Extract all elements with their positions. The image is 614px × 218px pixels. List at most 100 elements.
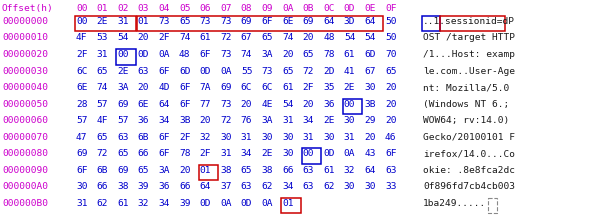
Text: 66: 66 — [179, 182, 190, 191]
Text: 54: 54 — [117, 34, 129, 43]
Text: 2E: 2E — [262, 149, 273, 158]
Text: 00000090: 00000090 — [2, 165, 48, 174]
Text: 00000020: 00000020 — [2, 50, 48, 59]
Text: 20: 20 — [200, 116, 211, 125]
Text: 65: 65 — [117, 149, 129, 158]
Text: 73: 73 — [200, 17, 211, 26]
Text: 41: 41 — [344, 66, 356, 75]
Bar — [116, 49, 136, 65]
Text: 30: 30 — [364, 182, 376, 191]
Text: 30: 30 — [76, 182, 88, 191]
Text: 08: 08 — [241, 4, 252, 13]
Text: 0A: 0A — [220, 199, 231, 208]
Text: 73: 73 — [220, 17, 231, 26]
Text: 6B: 6B — [96, 165, 108, 174]
Text: okie: .8e8fca2dc: okie: .8e8fca2dc — [423, 165, 515, 174]
Text: 61: 61 — [117, 199, 129, 208]
Text: 34: 34 — [158, 116, 170, 125]
Text: 69: 69 — [220, 83, 231, 92]
Text: 3A: 3A — [262, 116, 273, 125]
Text: irefox/14.0...Co: irefox/14.0...Co — [423, 149, 515, 158]
Text: 64: 64 — [364, 17, 376, 26]
Text: 4F: 4F — [76, 34, 88, 43]
Text: 30: 30 — [344, 116, 356, 125]
Text: 04: 04 — [158, 4, 170, 13]
Text: WOW64; rv:14.0): WOW64; rv:14.0) — [423, 116, 515, 125]
Bar — [75, 16, 136, 31]
Text: 4D: 4D — [158, 83, 170, 92]
Text: 6C: 6C — [76, 66, 88, 75]
Text: 2E: 2E — [117, 66, 129, 75]
Text: 48: 48 — [323, 34, 335, 43]
Text: 66: 66 — [282, 165, 293, 174]
Text: 69: 69 — [117, 165, 129, 174]
Text: 30: 30 — [344, 182, 356, 191]
Text: 00000030: 00000030 — [2, 66, 48, 75]
Text: le.com..User-Age: le.com..User-Age — [423, 66, 515, 75]
Text: 05: 05 — [179, 4, 190, 13]
Text: 37: 37 — [220, 182, 231, 191]
Text: 57: 57 — [96, 99, 108, 109]
Text: Gecko/20100101 F: Gecko/20100101 F — [423, 133, 515, 141]
Text: 65: 65 — [303, 50, 314, 59]
Text: 00000060: 00000060 — [2, 116, 48, 125]
Text: 32: 32 — [344, 165, 356, 174]
Text: 0A: 0A — [158, 50, 170, 59]
Text: 38: 38 — [262, 165, 273, 174]
Text: 50: 50 — [385, 34, 397, 43]
Text: 43: 43 — [364, 149, 376, 158]
Text: 00: 00 — [117, 50, 129, 59]
Text: 34: 34 — [241, 149, 252, 158]
Text: 6C: 6C — [262, 83, 273, 92]
Text: 00000050: 00000050 — [2, 99, 48, 109]
Text: 6F: 6F — [158, 66, 170, 75]
Text: 0D: 0D — [241, 199, 252, 208]
Text: 0A: 0A — [220, 66, 231, 75]
Text: 20: 20 — [303, 34, 314, 43]
Text: 54: 54 — [364, 34, 376, 43]
Text: 57: 57 — [76, 116, 88, 125]
Text: 01: 01 — [96, 4, 108, 13]
Text: 3A: 3A — [262, 50, 273, 59]
Text: 07: 07 — [220, 4, 231, 13]
Text: 50: 50 — [385, 17, 397, 26]
Text: 31: 31 — [220, 149, 231, 158]
Bar — [198, 165, 218, 180]
Text: 73: 73 — [262, 66, 273, 75]
Text: 29: 29 — [364, 116, 376, 125]
Text: 4F: 4F — [96, 116, 108, 125]
Text: 6D: 6D — [364, 50, 376, 59]
Text: 34: 34 — [303, 116, 314, 125]
Text: 6F: 6F — [262, 17, 273, 26]
Text: 74: 74 — [96, 83, 108, 92]
Text: 55: 55 — [241, 66, 252, 75]
Text: 2F: 2F — [179, 133, 190, 141]
Text: 69: 69 — [303, 17, 314, 26]
Text: 72: 72 — [96, 149, 108, 158]
Text: 20: 20 — [241, 99, 252, 109]
Text: 30: 30 — [282, 149, 293, 158]
Text: 00: 00 — [303, 149, 314, 158]
Text: 0F: 0F — [385, 4, 397, 13]
Text: 77: 77 — [200, 99, 211, 109]
Text: 76: 76 — [241, 116, 252, 125]
Text: 6F: 6F — [179, 99, 190, 109]
Text: 69: 69 — [117, 99, 129, 109]
Text: 73: 73 — [220, 50, 231, 59]
Text: nt: Mozilla/5.0: nt: Mozilla/5.0 — [423, 83, 515, 92]
Text: 28: 28 — [76, 99, 88, 109]
Text: 65: 65 — [241, 165, 252, 174]
Text: 62: 62 — [96, 199, 108, 208]
Text: 63: 63 — [117, 133, 129, 141]
Text: 2E: 2E — [323, 116, 335, 125]
Text: 64: 64 — [200, 182, 211, 191]
Text: 67: 67 — [241, 34, 252, 43]
Bar — [301, 148, 321, 164]
Text: 36: 36 — [138, 116, 149, 125]
Text: 00: 00 — [76, 17, 88, 26]
Text: 78: 78 — [323, 50, 335, 59]
Text: 30: 30 — [282, 133, 293, 141]
Text: 66: 66 — [138, 149, 149, 158]
Text: 3B: 3B — [364, 99, 376, 109]
Text: 20: 20 — [385, 83, 397, 92]
